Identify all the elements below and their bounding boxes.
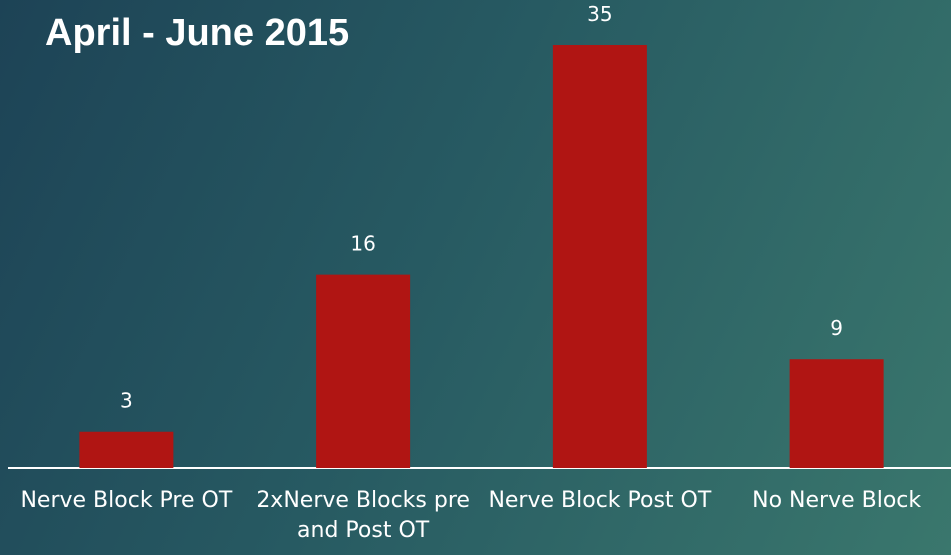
bar	[316, 274, 411, 468]
data-label: 3	[120, 389, 133, 413]
x-tick-label: 2xNerve Blocks pre and Post OT	[256, 488, 470, 543]
bar	[789, 359, 884, 468]
bar	[552, 45, 647, 468]
x-tick-label: No Nerve Block	[752, 488, 922, 513]
chart-title: April - June 2015	[45, 12, 350, 54]
data-label: 9	[830, 316, 843, 340]
data-label: 16	[350, 232, 375, 256]
data-label: 35	[587, 2, 612, 26]
x-tick-label: Nerve Block Post OT	[488, 488, 712, 513]
x-tick-label: Nerve Block Pre OT	[20, 488, 233, 513]
bar	[79, 431, 174, 468]
